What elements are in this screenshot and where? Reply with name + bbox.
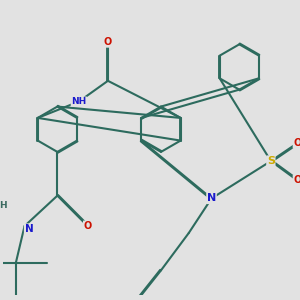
Text: O: O bbox=[104, 37, 112, 47]
Text: O: O bbox=[293, 138, 300, 148]
Text: O: O bbox=[84, 221, 92, 231]
Text: O: O bbox=[293, 176, 300, 185]
Text: N: N bbox=[25, 224, 33, 234]
Text: N: N bbox=[207, 194, 216, 203]
Text: S: S bbox=[267, 156, 275, 166]
Text: H: H bbox=[0, 201, 7, 210]
Text: NH: NH bbox=[71, 97, 86, 106]
